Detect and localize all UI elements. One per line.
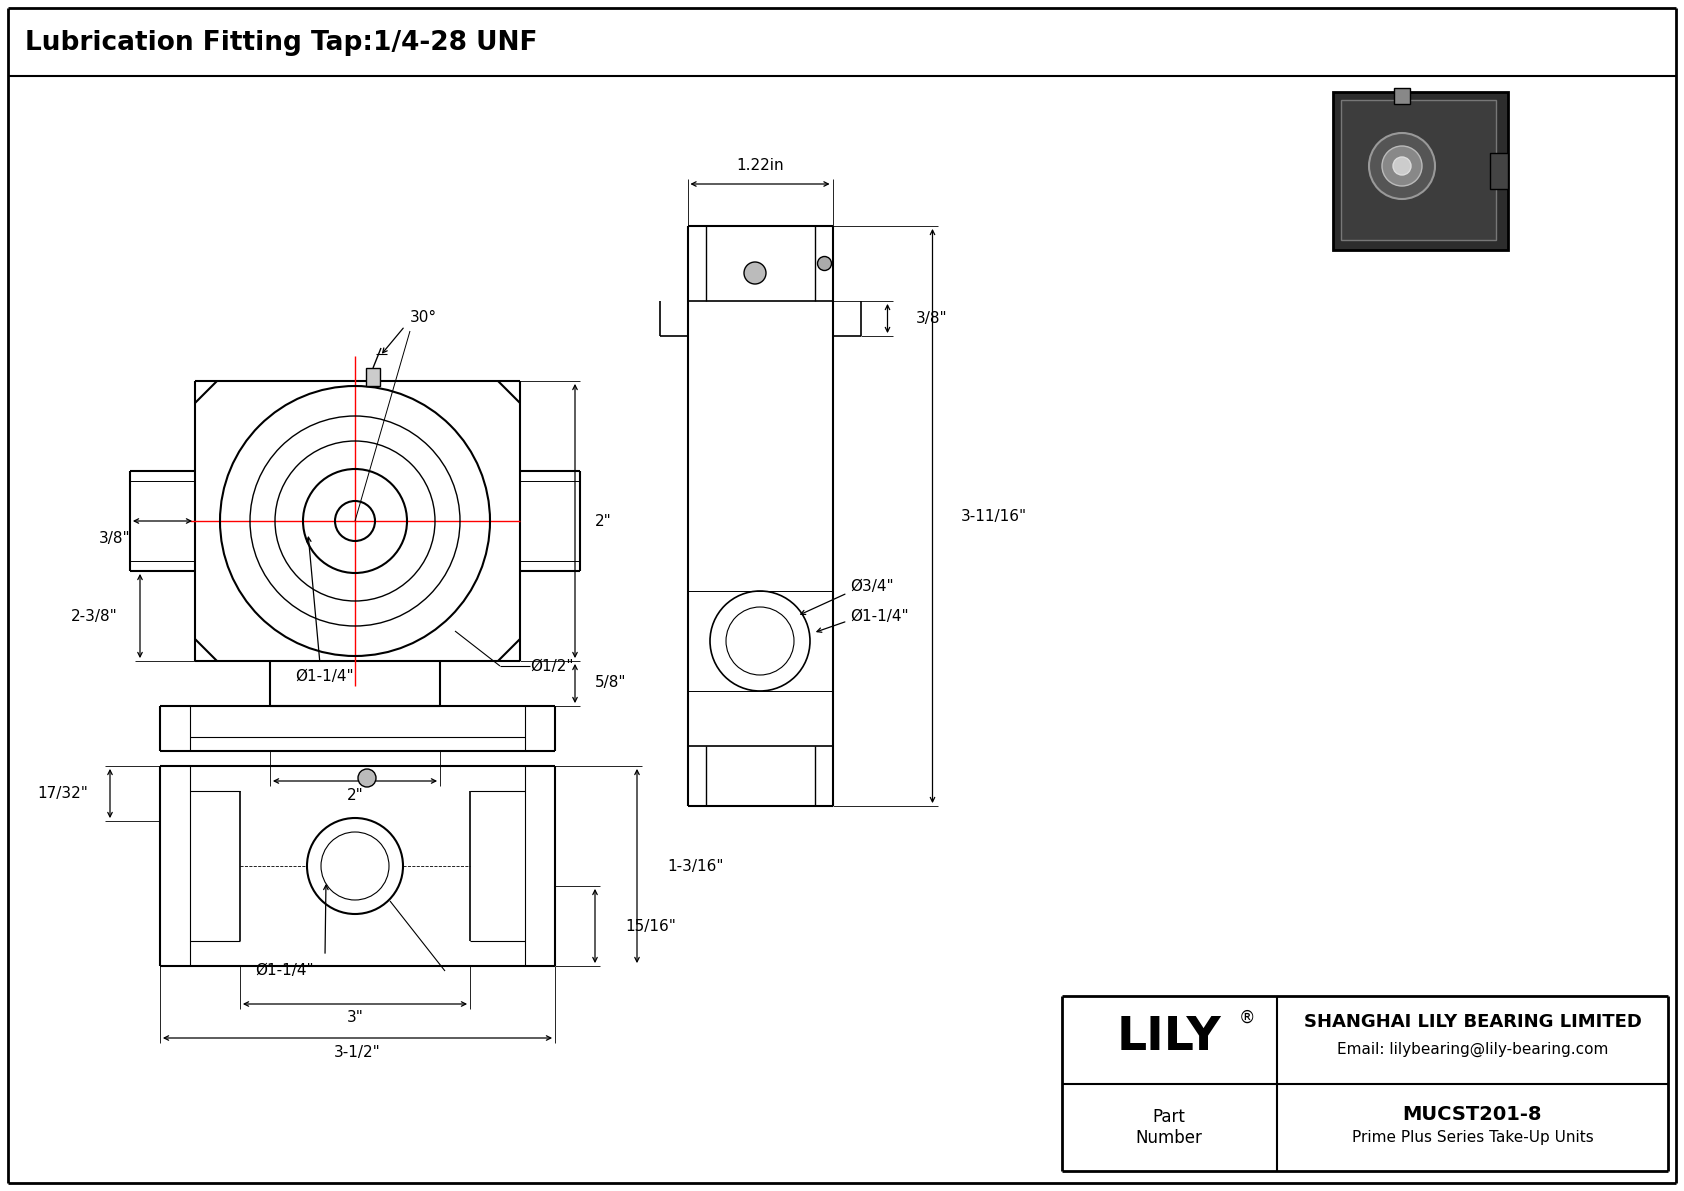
Text: ®: ® bbox=[1239, 1009, 1255, 1027]
Text: Prime Plus Series Take-Up Units: Prime Plus Series Take-Up Units bbox=[1352, 1130, 1593, 1145]
Circle shape bbox=[1393, 157, 1411, 175]
Text: 1-3/16": 1-3/16" bbox=[667, 859, 724, 873]
Circle shape bbox=[744, 262, 766, 283]
Text: 3-11/16": 3-11/16" bbox=[960, 509, 1027, 524]
Circle shape bbox=[1369, 133, 1435, 199]
Text: Ø1-1/4": Ø1-1/4" bbox=[296, 668, 354, 684]
Text: 2": 2" bbox=[347, 787, 364, 803]
Text: Email: lilybearing@lily-bearing.com: Email: lilybearing@lily-bearing.com bbox=[1337, 1042, 1608, 1058]
Text: 3/8": 3/8" bbox=[916, 311, 946, 326]
Text: 2": 2" bbox=[594, 513, 611, 529]
Circle shape bbox=[359, 769, 376, 787]
Text: 1.22in: 1.22in bbox=[736, 158, 783, 174]
Text: SHANGHAI LILY BEARING LIMITED: SHANGHAI LILY BEARING LIMITED bbox=[1303, 1012, 1642, 1030]
Bar bbox=[1490, 152, 1507, 189]
Text: Part
Number: Part Number bbox=[1135, 1108, 1202, 1147]
Circle shape bbox=[1383, 146, 1421, 186]
Text: 30°: 30° bbox=[409, 311, 436, 325]
Text: 15/16": 15/16" bbox=[625, 918, 675, 934]
Text: Lubrication Fitting Tap:1/4-28 UNF: Lubrication Fitting Tap:1/4-28 UNF bbox=[25, 30, 537, 56]
Text: 2-3/8": 2-3/8" bbox=[71, 609, 118, 624]
Text: 3-1/2": 3-1/2" bbox=[333, 1045, 381, 1060]
Bar bbox=[365, 368, 381, 386]
Text: 17/32": 17/32" bbox=[37, 786, 88, 802]
Circle shape bbox=[817, 256, 832, 270]
Text: Ø1-1/4": Ø1-1/4" bbox=[850, 609, 909, 624]
Text: Ø1/2": Ø1/2" bbox=[530, 659, 574, 673]
Text: 3/8": 3/8" bbox=[99, 531, 131, 547]
Text: 5/8": 5/8" bbox=[594, 675, 626, 691]
Text: 3": 3" bbox=[347, 1010, 364, 1025]
Bar bbox=[1340, 100, 1495, 241]
Text: Ø1-1/4": Ø1-1/4" bbox=[256, 964, 315, 979]
Bar bbox=[1332, 92, 1507, 250]
Text: LILY: LILY bbox=[1116, 1015, 1221, 1060]
Text: Ø3/4": Ø3/4" bbox=[850, 579, 894, 593]
Text: MUCST201-8: MUCST201-8 bbox=[1403, 1105, 1543, 1124]
Bar bbox=[1394, 88, 1410, 104]
